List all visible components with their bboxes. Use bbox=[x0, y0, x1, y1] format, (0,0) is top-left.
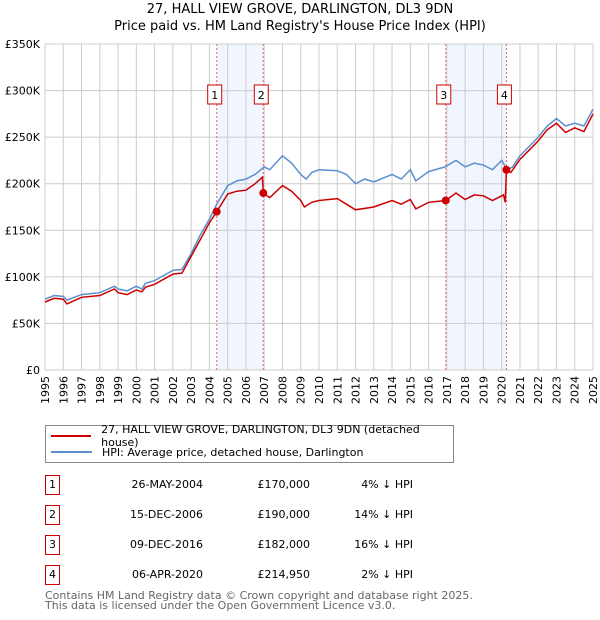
x-tick-label: 2000 bbox=[130, 376, 143, 404]
x-tick-label: 2012 bbox=[350, 376, 363, 404]
x-tick-label: 2002 bbox=[167, 376, 180, 404]
legend-swatch-red bbox=[51, 435, 92, 437]
x-tick-label: 2007 bbox=[258, 376, 271, 404]
sale-label-box bbox=[207, 84, 223, 105]
x-tick-label: 2013 bbox=[368, 376, 381, 404]
x-tick-label: 2025 bbox=[587, 376, 600, 404]
sale-label-number: 3 bbox=[440, 89, 447, 102]
sale-point bbox=[502, 165, 511, 174]
x-tick-label: 2022 bbox=[532, 376, 545, 404]
x-tick-label: 2020 bbox=[496, 376, 509, 404]
sale-hpi-diff: 4% ↓ HPI bbox=[361, 478, 413, 491]
x-tick-label: 1997 bbox=[76, 376, 89, 404]
sale-number-box: 2 bbox=[45, 505, 60, 525]
x-tick-label: 1995 bbox=[39, 376, 52, 404]
sale-hpi-diff: 14% ↓ HPI bbox=[354, 508, 413, 521]
sale-row: 3 09-DEC-2016 £182,000 16% ↓ HPI bbox=[45, 535, 445, 555]
sale-point bbox=[259, 189, 268, 198]
x-tick-label: 1996 bbox=[57, 376, 70, 404]
chart-title: 27, HALL VIEW GROVE, DARLINGTON, DL3 9DN bbox=[146, 2, 454, 17]
sale-hpi-diff: 2% ↓ HPI bbox=[361, 568, 413, 581]
sale-label-number: 4 bbox=[501, 89, 508, 102]
legend-swatch-blue bbox=[51, 451, 92, 453]
price-chart: £0 £50K £100K £150K £200K £250K £300K £350K 1995… bbox=[5, 38, 600, 404]
chart-subtitle: Price paid vs. HM Land Registry's House … bbox=[114, 19, 486, 34]
sale-date: 06-APR-2020 bbox=[131, 568, 203, 581]
sale-label-box bbox=[253, 84, 269, 105]
x-tick-label: 2005 bbox=[222, 376, 235, 404]
x-tick-label: 2014 bbox=[386, 376, 399, 404]
x-tick-label: 2006 bbox=[240, 376, 253, 404]
footer-line-1: Contains HM Land Registry data © Crown c… bbox=[45, 589, 473, 602]
x-tick-label: 2023 bbox=[550, 376, 563, 404]
sale-row: 2 15-DEC-2006 £190,000 14% ↓ HPI bbox=[45, 505, 445, 525]
y-tick-label: £250K bbox=[5, 131, 41, 144]
sale-point bbox=[212, 207, 221, 216]
x-tick-label: 2010 bbox=[313, 376, 326, 404]
sale-number-box: 4 bbox=[45, 565, 60, 585]
x-tick-label: 2016 bbox=[423, 376, 436, 404]
x-tick-label: 2024 bbox=[569, 376, 582, 404]
sale-row: 1 26-MAY-2004 £170,000 4% ↓ HPI bbox=[45, 475, 445, 495]
x-tick-label: 2004 bbox=[203, 376, 216, 404]
sale-number-box: 1 bbox=[45, 475, 60, 495]
y-tick-label: £50K bbox=[12, 317, 41, 330]
x-tick-label: 2019 bbox=[477, 376, 490, 404]
x-tick-label: 2011 bbox=[331, 376, 344, 404]
x-tick-label: 2015 bbox=[404, 376, 417, 404]
sale-price: £170,000 bbox=[257, 478, 311, 491]
y-tick-label: £0 bbox=[26, 364, 40, 377]
legend: 27, HALL VIEW GROVE, DARLINGTON, DL3 9DN… bbox=[45, 423, 454, 463]
legend-label: 27, HALL VIEW GROVE, DARLINGTON, DL3 9DN… bbox=[101, 423, 420, 449]
footer-line-2: This data is licensed under the Open Gov… bbox=[45, 599, 396, 612]
sale-row: 4 06-APR-2020 £214,950 2% ↓ HPI bbox=[45, 565, 445, 585]
y-tick-label: £150K bbox=[5, 224, 41, 237]
x-tick-label: 2008 bbox=[276, 376, 289, 404]
sale-label-box bbox=[496, 84, 512, 105]
legend-item-property: 27, HALL VIEW GROVE, DARLINGTON, DL3 9DN… bbox=[51, 423, 453, 449]
footer: Contains HM Land Registry data © Crown c… bbox=[45, 589, 473, 612]
sale-date: 26-MAY-2004 bbox=[131, 478, 203, 491]
x-tick-label: 2003 bbox=[185, 376, 198, 404]
y-tick-label: £350K bbox=[5, 38, 41, 51]
y-tick-label: £300K bbox=[5, 85, 41, 98]
y-tick-label: £200K bbox=[5, 178, 41, 191]
x-tick-label: 2017 bbox=[441, 376, 454, 404]
x-tick-label: 2009 bbox=[295, 376, 308, 404]
legend-label: HPI: Average price, detached house, Darl… bbox=[102, 445, 364, 459]
y-tick-label: £100K bbox=[5, 271, 41, 284]
sale-number-box: 3 bbox=[45, 535, 60, 555]
x-tick-label: 1999 bbox=[112, 376, 125, 404]
sale-hpi-diff: 16% ↓ HPI bbox=[354, 538, 413, 551]
sale-price: £214,950 bbox=[257, 568, 311, 581]
sale-label-box bbox=[436, 84, 452, 105]
sale-date: 09-DEC-2016 bbox=[129, 538, 203, 551]
x-tick-label: 1998 bbox=[94, 376, 107, 404]
x-tick-label: 2001 bbox=[149, 376, 162, 404]
x-tick-label: 2021 bbox=[514, 376, 527, 404]
sale-price: £190,000 bbox=[257, 508, 311, 521]
x-tick-label: 2018 bbox=[459, 376, 472, 404]
sale-label-number: 1 bbox=[211, 89, 218, 102]
legend-item-hpi: HPI: Average price, detached house, Darl… bbox=[51, 444, 363, 460]
sale-price: £182,000 bbox=[257, 538, 311, 551]
shaded-period bbox=[445, 44, 507, 370]
sale-date: 15-DEC-2006 bbox=[129, 508, 203, 521]
sale-point bbox=[441, 196, 450, 205]
sale-label-number: 2 bbox=[258, 89, 265, 102]
